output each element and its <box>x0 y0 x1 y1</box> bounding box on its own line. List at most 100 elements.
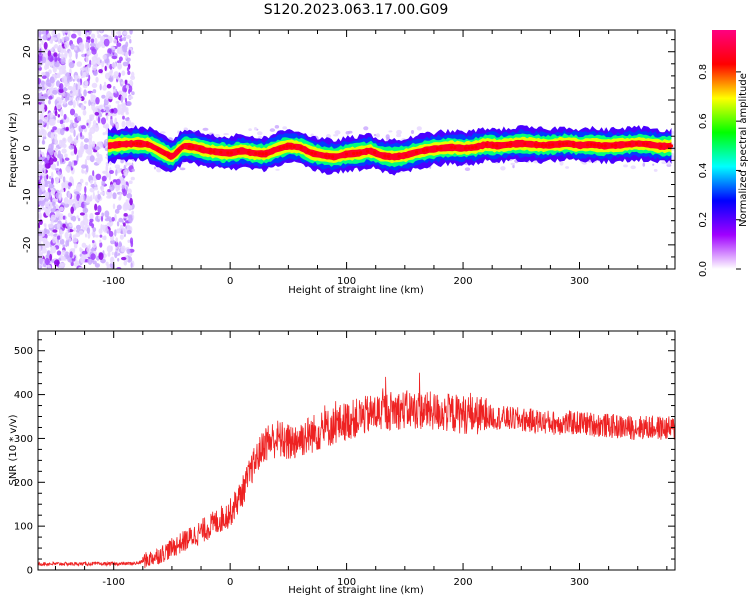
spectrogram-noise-dot <box>84 41 90 50</box>
spectrogram-noise-dot <box>72 78 75 82</box>
spectrogram-noise-dot <box>44 206 47 214</box>
spectrogram-noise-dot <box>63 203 70 208</box>
spectrogram-noise-dot <box>92 120 97 127</box>
spectrogram-peak-dot <box>166 153 170 157</box>
spectrogram-y-tick-label: 10 <box>22 94 33 107</box>
spectrogram-peak-dot <box>596 143 600 147</box>
spectrogram-halo-dot <box>334 130 341 135</box>
spectrogram-noise-dot <box>60 53 64 60</box>
spectrogram-noise-dot <box>62 176 66 183</box>
spectrogram-noise-dot <box>38 230 43 237</box>
spectrogram-noise-dot <box>38 208 41 213</box>
spectrogram-noise-dot <box>64 231 69 239</box>
spectrogram-noise-dot <box>131 71 135 78</box>
spectrogram-noise-dot <box>122 189 127 197</box>
spectrogram-y-ticks: -20 -10 0 10 20 <box>22 39 675 270</box>
spectrogram-peak-dot <box>484 142 488 146</box>
spectrogram-noise-dot <box>44 258 50 266</box>
spectrogram-noise-dot <box>84 203 87 212</box>
spectrogram-noise-dot <box>76 154 79 162</box>
spectrogram-noise-dot <box>85 197 91 204</box>
spectrogram-peak-dot <box>187 145 191 149</box>
spectrogram-noise-dot <box>94 146 100 151</box>
spectrogram-noise-dot <box>50 216 55 222</box>
spectrogram-noise-dot <box>114 251 118 259</box>
spectrogram-noise-dot <box>77 183 82 187</box>
spectrogram-y-tick-label: -10 <box>22 188 33 204</box>
spectrogram-noise-dot <box>127 70 131 75</box>
spectrogram-noise-dot <box>64 92 70 99</box>
spectrogram-halo-dot <box>159 131 166 134</box>
spectrogram-noise-dot <box>83 89 87 97</box>
spectrogram-noise-dot <box>70 206 74 214</box>
spectrogram-noise-dot <box>114 229 117 237</box>
spectrogram-noise-dot <box>106 216 112 220</box>
spectrogram-peak-dot <box>610 143 614 148</box>
spectrogram-noise-dot <box>117 62 122 69</box>
spectrogram-noise-dot <box>49 39 53 44</box>
spectrogram-peak-dot <box>299 146 303 150</box>
spectrogram-noise-dot <box>80 67 86 72</box>
spectrogram-noise-dot <box>97 193 101 200</box>
spectrogram-halo-dot <box>131 168 135 172</box>
spectrogram-noise-dot <box>115 185 119 192</box>
spectrogram-noise-dot <box>97 153 103 160</box>
spectrogram-noise-dot <box>84 80 89 86</box>
spectrogram-noise-dot <box>126 67 130 72</box>
spectrogram-peak-dot <box>355 151 359 155</box>
spectrogram-noise-dot <box>41 183 45 191</box>
spectrogram-noise-dot <box>68 161 72 167</box>
spectrogram-halo-dot <box>257 131 263 136</box>
spectrogram-noise-dot <box>75 203 81 208</box>
spectrogram-noise-dot <box>118 196 121 201</box>
spectrogram-peak-dot <box>561 142 565 146</box>
spectrogram-halo-dot <box>282 126 288 130</box>
spectrogram-x-tick-label: 100 <box>337 276 356 287</box>
spectrogram-noise-dot <box>92 227 97 233</box>
spectrogram-noise-dot <box>80 220 85 228</box>
spectrogram-noise-dot <box>42 93 49 100</box>
spectrogram-peak-dot <box>257 152 261 156</box>
spectrogram-noise-dot <box>44 162 51 169</box>
spectrogram-noise-dot <box>49 147 54 156</box>
spectrogram-noise-dot <box>100 30 103 33</box>
spectrogram-noise-dot <box>56 96 61 101</box>
spectrogram-noise-dot <box>125 51 128 59</box>
spectrogram-noise-dot <box>93 186 99 191</box>
spectrogram-noise-dot <box>47 223 54 229</box>
spectrogram-noise-dot <box>73 146 78 155</box>
spectrogram-noise-dot <box>68 182 73 187</box>
spectrogram-noise-dot <box>69 122 75 131</box>
spectrogram-noise-dot <box>39 258 43 265</box>
spectrogram-noise-dot <box>47 154 50 161</box>
spectrogram-noise-dot <box>114 208 120 214</box>
snr-frame <box>37 330 676 571</box>
spectrogram-x-tick-label: 0 <box>227 276 233 287</box>
spectrogram-noise-dot <box>54 61 60 68</box>
spectrogram-noise-dot <box>59 215 64 221</box>
spectrogram-noise-dot <box>56 250 62 256</box>
spectrogram-noise-dot <box>38 92 42 97</box>
spectrogram-noise-dot <box>97 116 101 124</box>
spectrogram-noise-dot <box>69 108 76 116</box>
spectrogram-noise-dot <box>129 237 134 245</box>
spectrogram-peak-dot <box>229 151 233 155</box>
spectrogram-noise-dot <box>86 245 91 254</box>
colorbar-gradient <box>712 30 736 269</box>
spectrogram-noise-dot <box>56 74 59 78</box>
spectrogram-peak-dot <box>453 146 457 150</box>
spectrogram-noise-dot <box>89 155 95 163</box>
spectrogram-noise-dot <box>77 30 81 36</box>
spectrogram-noise-dot <box>78 230 84 235</box>
spectrogram-peak-dot <box>593 143 597 147</box>
spectrogram-halo-dot <box>363 126 369 131</box>
spectrogram-peak-dot <box>117 142 122 146</box>
spectrogram-noise-dot <box>79 127 82 133</box>
spectrogram-noise-dot <box>105 94 109 101</box>
spectrogram-noise-dot <box>112 46 116 50</box>
spectrogram-noise-dot <box>81 250 88 255</box>
spectrogram-noise-dot <box>64 153 68 158</box>
snr-panel: -100 0 100 200 300 0 100 200 300 400 500 Height o… <box>8 330 676 596</box>
spectrogram-noise-dot <box>103 235 107 241</box>
spectrogram-noise-dot <box>78 266 85 269</box>
